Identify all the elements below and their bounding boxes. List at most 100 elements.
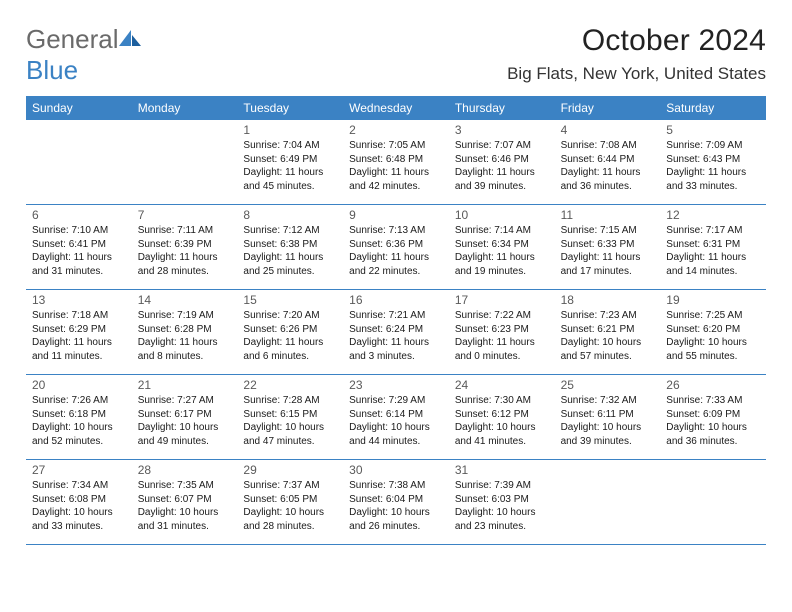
day-cell: 9Sunrise: 7:13 AMSunset: 6:36 PMDaylight… [343,205,449,289]
header: General Blue October 2024 Big Flats, New… [26,24,766,86]
daylight-line: Daylight: 11 hours and 42 minutes. [349,167,429,192]
day-number: 10 [455,208,549,222]
sunset-line: Sunset: 6:21 PM [561,324,635,335]
daylight-line: Daylight: 11 hours and 39 minutes. [455,167,535,192]
sunrise-line: Sunrise: 7:25 AM [666,310,742,321]
sunrise-line: Sunrise: 7:11 AM [138,225,213,236]
sunset-line: Sunset: 6:12 PM [455,409,529,420]
day-cell: 16Sunrise: 7:21 AMSunset: 6:24 PMDayligh… [343,290,449,374]
day-number: 17 [455,293,549,307]
sunset-line: Sunset: 6:23 PM [455,324,529,335]
sunset-line: Sunset: 6:43 PM [666,154,740,165]
sunset-line: Sunset: 6:44 PM [561,154,635,165]
daylight-line: Daylight: 10 hours and 57 minutes. [561,337,642,362]
sunrise-line: Sunrise: 7:04 AM [243,140,319,151]
day-detail: Sunrise: 7:39 AMSunset: 6:03 PMDaylight:… [455,479,549,533]
day-number: 26 [666,378,760,392]
sunset-line: Sunset: 6:39 PM [138,239,212,250]
day-detail: Sunrise: 7:34 AM Sunset: 6:08 PM Daylight:… [32,479,126,533]
daylight-line: Daylight: 11 hours and 36 minutes. [561,167,641,192]
day-number: 8 [243,208,337,222]
dayname-monday: Monday [132,96,238,120]
sunset-line: Sunset: 6:49 PM [243,154,317,165]
day-detail: Sunrise: 7:27 AMSunset: 6:17 PMDaylight:… [138,394,232,448]
day-cell: 15Sunrise: 7:20 AMSunset: 6:26 PMDayligh… [237,290,343,374]
daylight-line: Daylight: 11 hours and 3 minutes. [349,337,429,362]
week-row: 27 Sunrise: 7:34 AM Sunset: 6:08 PM Dayligh… [26,460,766,545]
daylight-line: Daylight: 11 hours and 17 minutes. [561,252,641,277]
daylight-line: Daylight: 10 hours and 23 minutes. [455,507,536,532]
day-cell: 17 Sunrise: 7:22 AM Sunset: 6:23 PM Dayligh… [449,290,555,374]
sunset-line: Sunset: 6:28 PM [138,324,212,335]
sunset-line: Sunset: 6:20 PM [666,324,740,335]
daylight-line: Daylight: 10 hours and 33 minutes. [32,507,113,532]
sunset-line: Sunset: 6:05 PM [243,494,317,505]
sunrise-line: Sunrise: 7:27 AM [138,395,214,406]
day-cell: 13Sunrise: 7:18 AMSunset: 6:29 PMDayligh… [26,290,132,374]
sunset-line: Sunset: 6:08 PM [32,494,106,505]
logo-text-1: General [26,24,119,54]
dayname-wednesday: Wednesday [343,96,449,120]
day-cell: 2Sunrise: 7:05 AMSunset: 6:48 PMDaylight… [343,120,449,204]
day-detail: Sunrise: 7:30 AM Sunset: 6:12 PM Daylight:… [455,394,549,448]
day-detail: Sunrise: 7:04 AM Sunset: 6:49 PM Daylight:… [243,139,337,193]
day-number: 22 [243,378,337,392]
sunset-line: Sunset: 6:48 PM [349,154,423,165]
day-detail: Sunrise: 7:22 AM Sunset: 6:23 PM Daylight:… [455,309,549,363]
sunrise-line: Sunrise: 7:21 AM [349,310,425,321]
daylight-line: Daylight: 10 hours and 41 minutes. [455,422,536,447]
month-title: October 2024 [507,24,766,58]
day-cell: 23Sunrise: 7:29 AMSunset: 6:14 PMDayligh… [343,375,449,459]
day-cell: 19 Sunrise: 7:25 AM Sunset: 6:20 PM Dayligh… [660,290,766,374]
daylight-line: Daylight: 11 hours and 6 minutes. [243,337,323,362]
sunrise-line: Sunrise: 7:32 AM [561,395,637,406]
sunrise-line: Sunrise: 7:22 AM [455,310,531,321]
day-cell: 4Sunrise: 7:08 AMSunset: 6:44 PMDaylight… [555,120,661,204]
day-number: 19 [666,293,760,307]
sunset-line: Sunset: 6:04 PM [349,494,423,505]
daylight-line: Daylight: 11 hours and 19 minutes. [455,252,535,277]
day-cell: 5Sunrise: 7:09 AMSunset: 6:43 PMDaylight… [660,120,766,204]
dayname-saturday: Saturday [660,96,766,120]
day-number: 6 [32,208,126,222]
day-cell: 30Sunrise: 7:38 AMSunset: 6:04 PMDayligh… [343,460,449,544]
day-detail: Sunrise: 7:32 AMSunset: 6:11 PMDaylight:… [561,394,655,448]
day-number: 24 [455,378,549,392]
day-cell: 24 Sunrise: 7:30 AM Sunset: 6:12 PM Dayligh… [449,375,555,459]
day-detail: Sunrise: 7:12 AMSunset: 6:38 PMDaylight:… [243,224,337,278]
day-detail: Sunrise: 7:38 AMSunset: 6:04 PMDaylight:… [349,479,443,533]
dayname-tuesday: Tuesday [237,96,343,120]
day-detail: Sunrise: 7:15 AMSunset: 6:33 PMDaylight:… [561,224,655,278]
day-detail: Sunrise: 7:19 AMSunset: 6:28 PMDaylight:… [138,309,232,363]
sunset-line: Sunset: 6:18 PM [32,409,106,420]
day-detail: Sunrise: 7:23 AMSunset: 6:21 PMDaylight:… [561,309,655,363]
daylight-line: Daylight: 10 hours and 55 minutes. [666,337,747,362]
location: Big Flats, New York, United States [507,64,766,84]
daylight-line: Daylight: 11 hours and 22 minutes. [349,252,429,277]
daylight-line: Daylight: 11 hours and 0 minutes. [455,337,535,362]
dayname-row: Sunday Monday Tuesday Wednesday Thursday… [26,96,766,120]
logo-sail-icon [119,30,141,53]
sunrise-line: Sunrise: 7:34 AM [32,480,108,491]
day-detail: Sunrise: 7:29 AMSunset: 6:14 PMDaylight:… [349,394,443,448]
empty-cell [555,460,661,544]
day-cell: 29Sunrise: 7:37 AMSunset: 6:05 PMDayligh… [237,460,343,544]
week-row: 1 Sunrise: 7:04 AM Sunset: 6:49 PM Daylight… [26,120,766,205]
sunrise-line: Sunrise: 7:30 AM [455,395,531,406]
day-number: 1 [243,123,337,137]
day-cell: 7Sunrise: 7:11 AMSunset: 6:39 PMDaylight… [132,205,238,289]
daylight-line: Daylight: 10 hours and 52 minutes. [32,422,113,447]
daylight-line: Daylight: 10 hours and 26 minutes. [349,507,430,532]
sunrise-line: Sunrise: 7:05 AM [349,140,425,151]
day-number: 15 [243,293,337,307]
day-cell: 3Sunrise: 7:07 AMSunset: 6:46 PMDaylight… [449,120,555,204]
day-number: 28 [138,463,232,477]
daylight-line: Daylight: 11 hours and 45 minutes. [243,167,323,192]
sunset-line: Sunset: 6:34 PM [455,239,529,250]
sunset-line: Sunset: 6:31 PM [666,239,740,250]
day-number: 27 [32,463,126,477]
day-detail: Sunrise: 7:26 AMSunset: 6:18 PMDaylight:… [32,394,126,448]
sunset-line: Sunset: 6:29 PM [32,324,106,335]
daylight-line: Daylight: 11 hours and 11 minutes. [32,337,112,362]
dayname-friday: Friday [555,96,661,120]
